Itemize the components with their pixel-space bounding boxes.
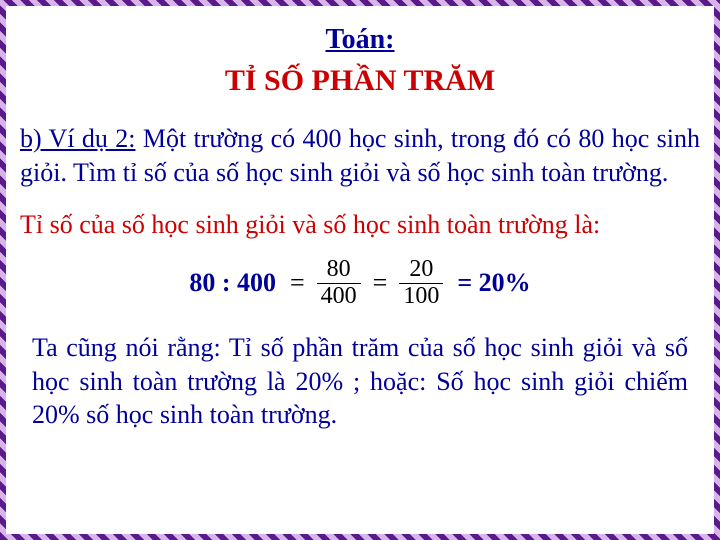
equation: 80 : 400 = 80 400 = 20 100 = 20% bbox=[20, 257, 700, 308]
slide-content: Toán: TỈ SỐ PHẦN TRĂM b) Ví dụ 2: Một tr… bbox=[6, 6, 714, 534]
fraction-1-denominator: 400 bbox=[317, 283, 361, 309]
fraction-2-denominator: 100 bbox=[399, 283, 443, 309]
equals-sign-1: = bbox=[290, 268, 305, 298]
fraction-2-numerator: 20 bbox=[405, 257, 437, 282]
subject-label: Toán: bbox=[20, 24, 700, 56]
equation-result: = 20% bbox=[457, 268, 530, 298]
fraction-2: 20 100 bbox=[399, 257, 443, 308]
fraction-1: 80 400 bbox=[317, 257, 361, 308]
equals-sign-2: = bbox=[373, 268, 388, 298]
problem-text: b) Ví dụ 2: Một trường có 400 học sinh, … bbox=[20, 122, 700, 190]
example-label: b) Ví dụ 2: bbox=[20, 124, 135, 153]
conclusion-text: Ta cũng nói rằng: Tỉ số phần trăm của số… bbox=[20, 331, 700, 432]
equation-prefix: 80 : 400 bbox=[189, 268, 276, 298]
lesson-title: TỈ SỐ PHẦN TRĂM bbox=[20, 64, 700, 98]
fraction-1-numerator: 80 bbox=[323, 257, 355, 282]
statement-text: Tỉ số của số học sinh giỏi và số học sin… bbox=[20, 208, 700, 242]
